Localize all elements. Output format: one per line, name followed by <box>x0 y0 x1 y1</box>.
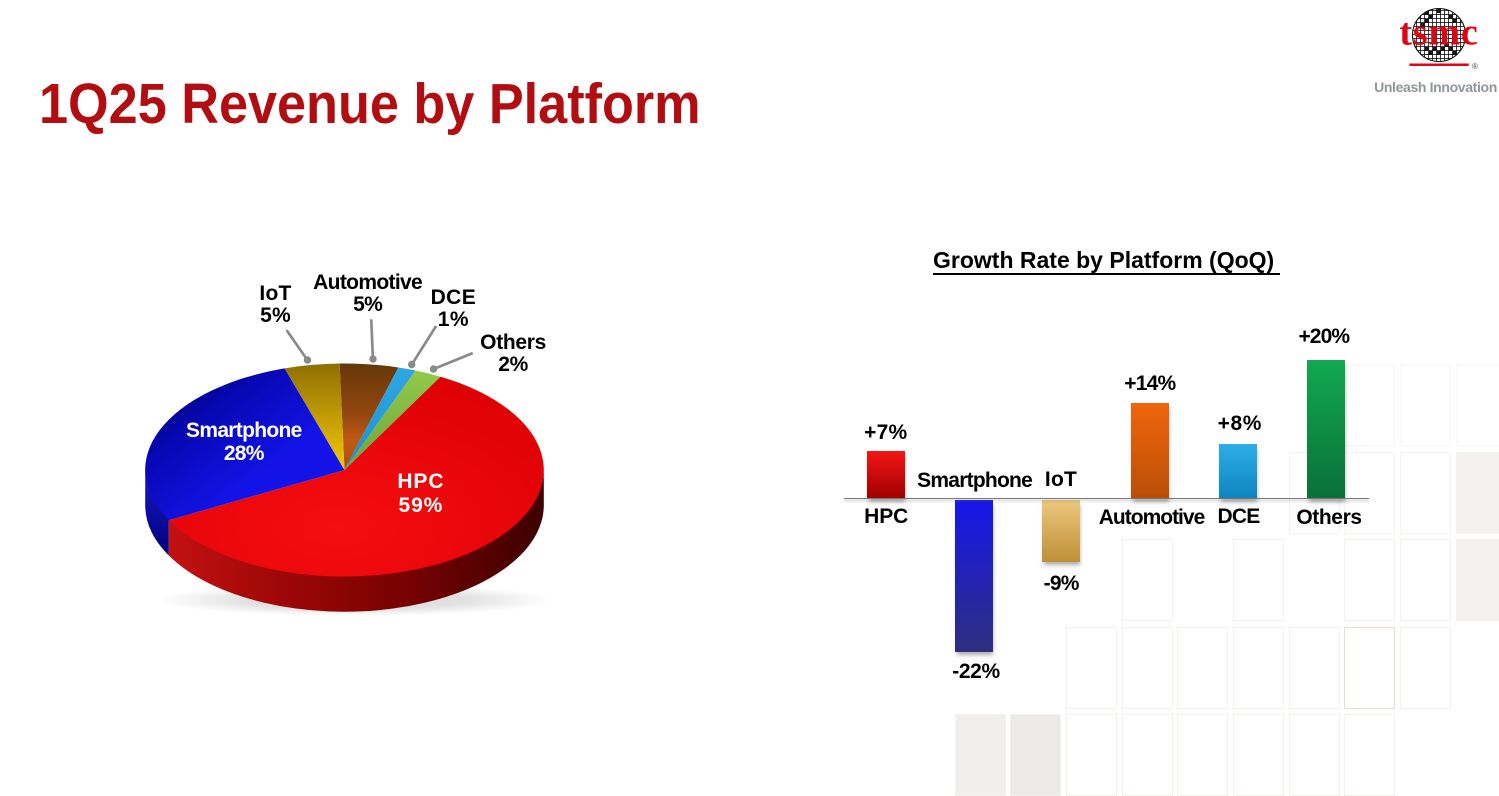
svg-text:®: ® <box>1472 62 1478 71</box>
svg-text:Unleash Innovation: Unleash Innovation <box>1374 79 1497 95</box>
svg-text:tsmc: tsmc <box>1399 12 1478 54</box>
